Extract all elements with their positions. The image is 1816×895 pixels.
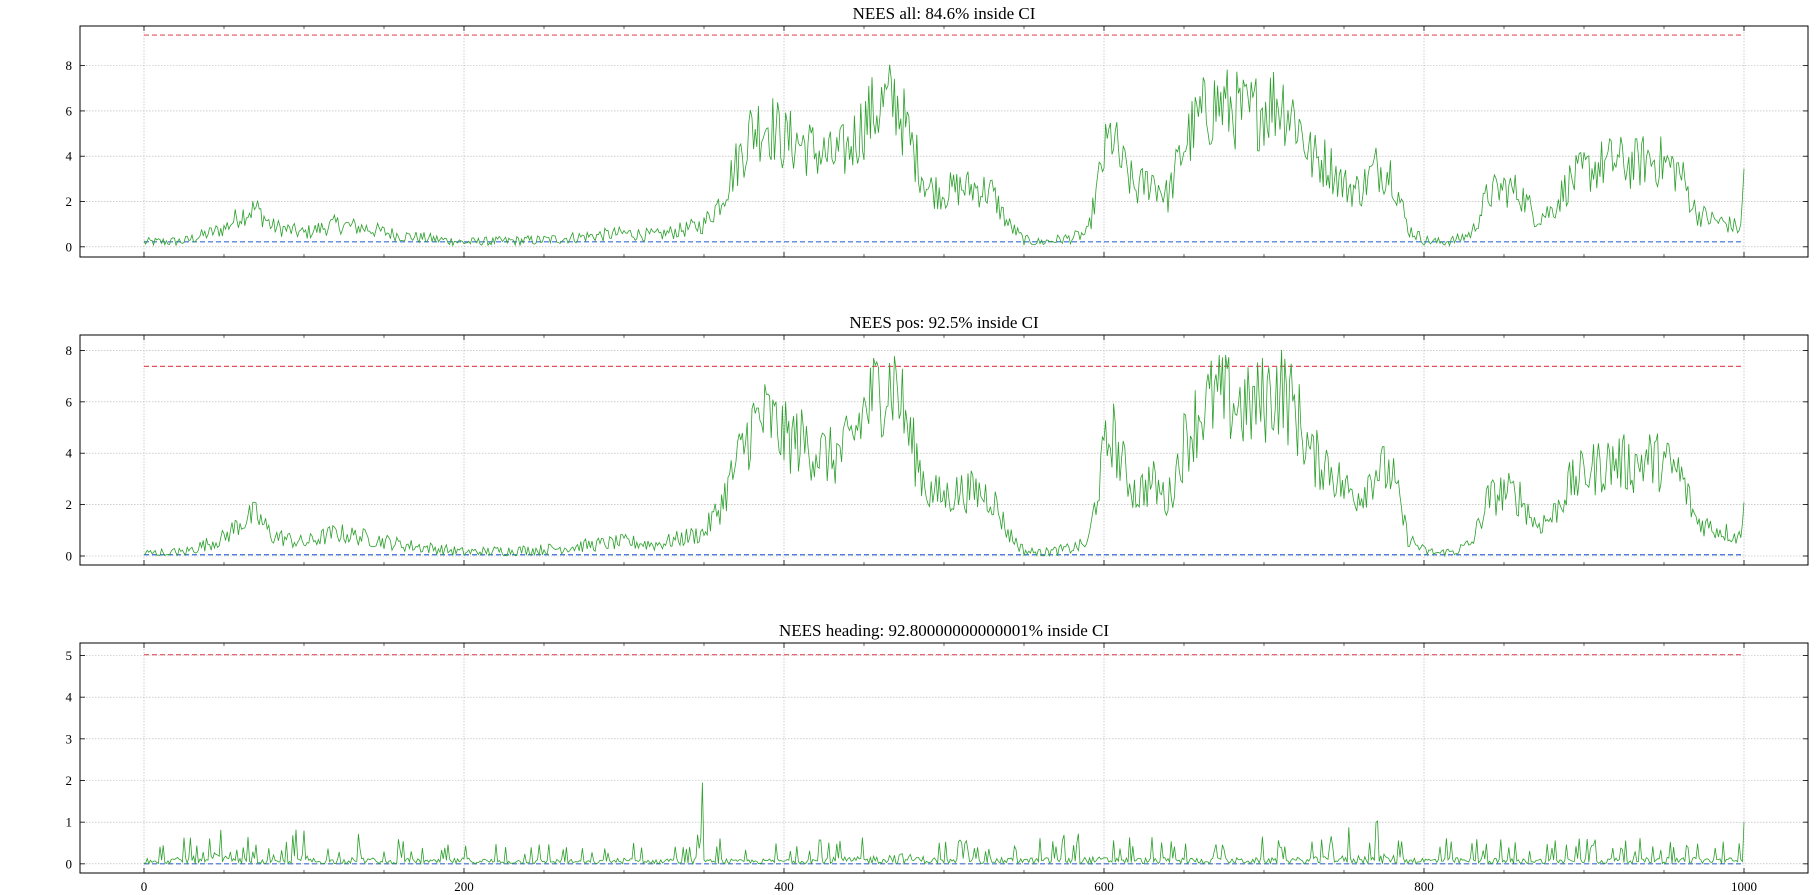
series-line-1 — [143, 782, 1745, 866]
y-tick-label: 2 — [66, 773, 73, 788]
x-tick-label: 200 — [454, 879, 474, 894]
y-tick-label: 8 — [66, 58, 73, 73]
y-tick-label: 4 — [66, 149, 73, 164]
y-tick-label: 0 — [66, 549, 73, 564]
y-tick-label: 3 — [66, 731, 73, 746]
y-tick-label: 8 — [66, 343, 73, 358]
chart-title: NEES heading: 92.80000000000001% inside … — [779, 621, 1109, 640]
y-tick-label: 5 — [66, 648, 73, 663]
y-tick-label: 2 — [66, 497, 73, 512]
y-tick-label: 0 — [66, 239, 73, 254]
series-line-1 — [143, 349, 1745, 558]
x-tick-label: 1000 — [1731, 879, 1757, 894]
chart-panel-1: 0 2 4 6 8 NEES all: 84.6% inside CI — [66, 4, 1809, 258]
y-tick-label: 6 — [66, 394, 73, 409]
x-tick-label: 800 — [1414, 879, 1434, 894]
axes-frame — [79, 25, 1809, 258]
x-tick-label: 0 — [141, 879, 148, 894]
y-tick-label: 6 — [66, 103, 73, 118]
y-tick-label: 2 — [66, 194, 73, 209]
x-tick-label: 400 — [774, 879, 794, 894]
axes-frame — [79, 334, 1809, 566]
x-tick-label: 600 — [1094, 879, 1114, 894]
chart-title: NEES all: 84.6% inside CI — [853, 4, 1036, 23]
series-line-1 — [143, 64, 1745, 247]
y-tick-label: 4 — [66, 690, 73, 705]
chart-panel-3: 0 1 2 3 4 5 0 200 400 600 800 1000 NEES heading: 92.… — [66, 621, 1809, 894]
chart-panel-2: 0 2 4 6 8 NEES pos: 92.5% inside CI — [66, 313, 1809, 566]
axes-frame — [79, 642, 1809, 874]
y-tick-label: 4 — [66, 446, 73, 461]
chart-title: NEES pos: 92.5% inside CI — [849, 313, 1039, 332]
y-tick-label: 0 — [66, 856, 73, 871]
y-tick-label: 1 — [66, 815, 73, 830]
